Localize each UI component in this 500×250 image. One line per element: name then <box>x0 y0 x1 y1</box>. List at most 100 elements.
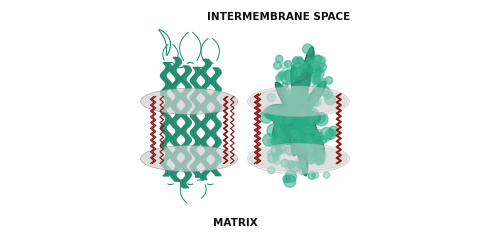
Circle shape <box>276 74 282 81</box>
Circle shape <box>299 131 310 141</box>
Circle shape <box>292 99 306 112</box>
Circle shape <box>296 136 306 146</box>
Circle shape <box>294 112 302 120</box>
Circle shape <box>291 96 299 104</box>
Circle shape <box>296 110 306 120</box>
Circle shape <box>302 120 311 130</box>
Circle shape <box>280 108 289 118</box>
Circle shape <box>292 130 298 136</box>
Circle shape <box>274 159 280 165</box>
Circle shape <box>281 62 288 69</box>
Circle shape <box>304 126 310 133</box>
Circle shape <box>307 140 316 149</box>
Circle shape <box>296 126 302 132</box>
Circle shape <box>325 94 336 105</box>
Circle shape <box>292 109 304 122</box>
Circle shape <box>314 133 320 139</box>
Circle shape <box>297 58 304 64</box>
Text: MATRIX: MATRIX <box>212 218 258 228</box>
Circle shape <box>308 116 317 124</box>
Circle shape <box>294 67 306 79</box>
Circle shape <box>293 106 305 118</box>
Circle shape <box>297 100 303 106</box>
Circle shape <box>311 150 324 163</box>
Ellipse shape <box>250 146 347 172</box>
Circle shape <box>316 130 322 136</box>
Circle shape <box>294 116 305 127</box>
Circle shape <box>281 71 295 85</box>
Circle shape <box>313 68 320 76</box>
Circle shape <box>299 112 306 119</box>
Circle shape <box>290 98 304 112</box>
Circle shape <box>291 110 305 124</box>
Circle shape <box>298 119 306 127</box>
Circle shape <box>310 131 324 144</box>
Circle shape <box>290 94 304 106</box>
Circle shape <box>316 77 324 86</box>
Circle shape <box>271 145 282 156</box>
Circle shape <box>296 133 304 141</box>
Circle shape <box>284 108 292 115</box>
Circle shape <box>288 108 300 120</box>
Circle shape <box>317 157 323 163</box>
Circle shape <box>271 135 282 146</box>
Circle shape <box>304 135 315 146</box>
Ellipse shape <box>140 88 237 114</box>
Circle shape <box>302 126 310 134</box>
Circle shape <box>286 146 295 155</box>
Circle shape <box>299 65 306 72</box>
Circle shape <box>306 60 320 74</box>
Circle shape <box>308 138 315 144</box>
Circle shape <box>297 160 306 168</box>
Ellipse shape <box>248 143 350 174</box>
Circle shape <box>276 55 283 62</box>
Circle shape <box>290 105 298 114</box>
Circle shape <box>301 62 307 68</box>
Circle shape <box>286 91 298 104</box>
Circle shape <box>316 142 323 149</box>
Circle shape <box>276 128 282 134</box>
Circle shape <box>308 156 315 164</box>
Circle shape <box>278 71 284 77</box>
Circle shape <box>320 127 333 140</box>
Circle shape <box>280 70 286 77</box>
Circle shape <box>306 58 312 63</box>
Circle shape <box>272 133 285 146</box>
Circle shape <box>290 107 298 114</box>
Circle shape <box>276 117 284 124</box>
Circle shape <box>306 102 312 108</box>
Circle shape <box>280 131 293 144</box>
Circle shape <box>291 86 299 94</box>
Circle shape <box>284 117 292 124</box>
Circle shape <box>309 152 316 159</box>
Circle shape <box>290 128 299 137</box>
Circle shape <box>319 136 326 143</box>
Circle shape <box>320 86 330 96</box>
Circle shape <box>294 110 302 118</box>
Circle shape <box>308 155 316 162</box>
Circle shape <box>290 112 302 124</box>
Circle shape <box>292 63 304 74</box>
Circle shape <box>284 69 298 82</box>
Circle shape <box>294 111 302 118</box>
Circle shape <box>293 111 304 123</box>
Circle shape <box>297 56 302 62</box>
Circle shape <box>282 118 295 131</box>
Circle shape <box>296 110 306 121</box>
Circle shape <box>290 116 297 122</box>
Circle shape <box>310 74 318 82</box>
Circle shape <box>300 124 306 130</box>
Circle shape <box>302 44 312 54</box>
Circle shape <box>306 114 313 122</box>
Circle shape <box>310 95 317 102</box>
Circle shape <box>268 151 272 156</box>
Circle shape <box>312 172 318 178</box>
Circle shape <box>311 56 325 70</box>
Circle shape <box>298 102 306 110</box>
Circle shape <box>324 172 330 178</box>
Circle shape <box>276 138 281 144</box>
Circle shape <box>318 150 326 159</box>
Circle shape <box>272 111 278 116</box>
Circle shape <box>296 105 306 115</box>
Circle shape <box>300 114 306 121</box>
